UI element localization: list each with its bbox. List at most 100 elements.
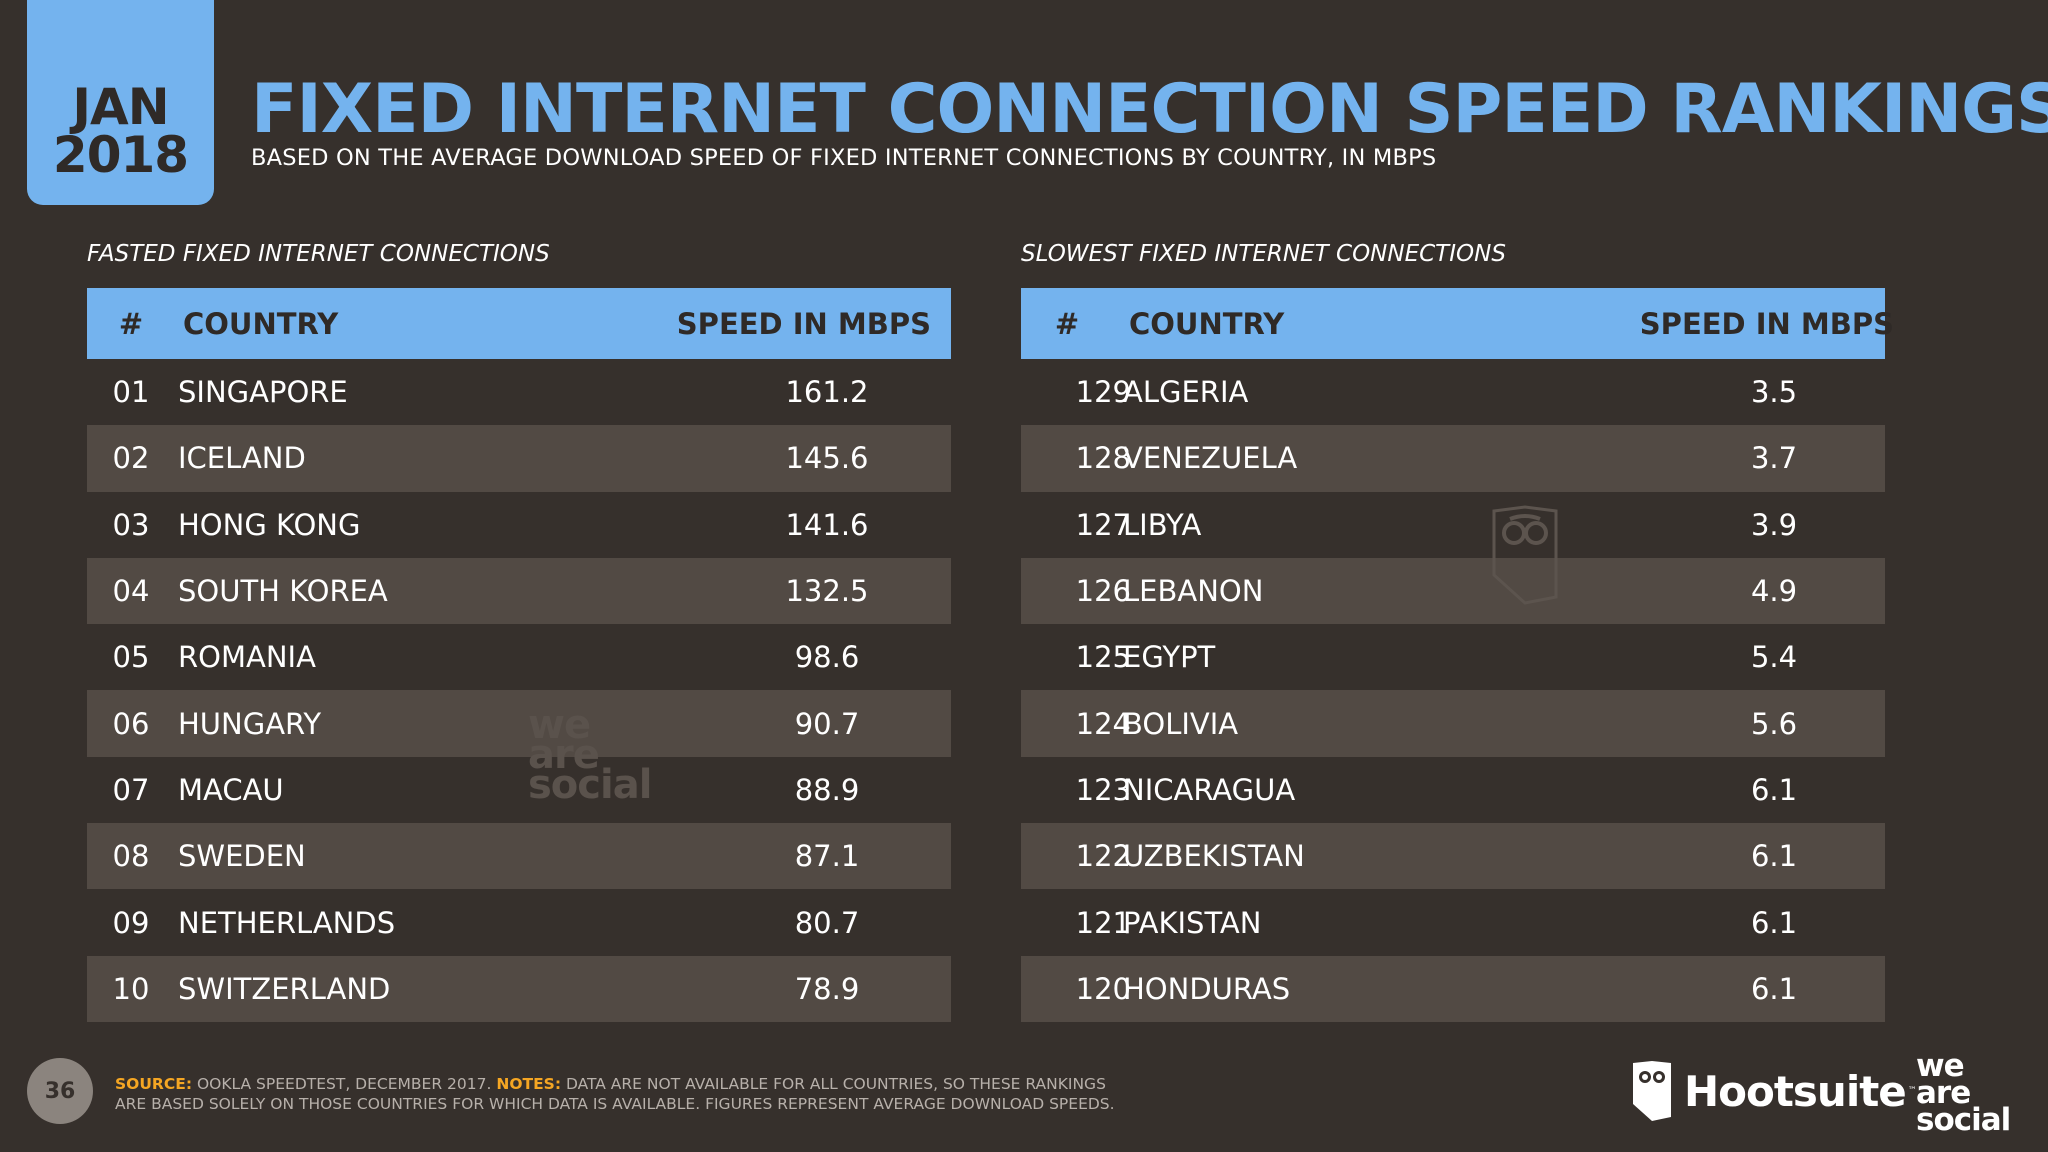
header-country: COUNTRY	[1129, 306, 1285, 341]
table-row: 05 ROMANIA 98.6	[87, 624, 951, 690]
table-row: 08 SWEDEN 87.1	[87, 823, 951, 890]
row-rank: 06	[112, 706, 150, 741]
row-rank: 02	[112, 441, 150, 476]
notes-label: NOTES:	[496, 1075, 562, 1093]
row-speed: 88.9	[794, 772, 860, 807]
table-row: 04 SOUTH KOREA 132.5	[87, 557, 951, 625]
row-rank: 126	[1075, 574, 1131, 609]
row-rank: 128	[1075, 441, 1131, 476]
row-speed: 132.5	[785, 574, 869, 609]
row-speed: 3.5	[1750, 375, 1798, 410]
row-speed: 5.4	[1750, 640, 1798, 675]
row-country: SWITZERLAND	[178, 971, 391, 1006]
table-row: 03 HONG KONG 141.6	[87, 492, 951, 558]
row-country: BOLIVIA	[1123, 706, 1239, 741]
hootsuite-owl-icon	[1633, 1061, 1671, 1121]
row-country: NETHERLANDS	[178, 905, 396, 940]
slowest-table-body: 129 ALGERIA 3.5 128 VENEZUELA 3.7 127 LIBYA 3.…	[1021, 359, 1885, 1022]
table-row: 121 PAKISTAN 6.1	[1021, 889, 1885, 955]
notes-text: DATA ARE NOT AVAILABLE FOR ALL COUNTRIES…	[115, 1075, 1115, 1113]
date-badge: JAN 2018	[27, 0, 214, 205]
wearesocial-watermark: we are social	[528, 702, 652, 808]
row-country: UZBEKISTAN	[1123, 839, 1305, 874]
table-row: 125 EGYPT 5.4	[1021, 624, 1885, 690]
header-country: COUNTRY	[183, 306, 339, 341]
slowest-table-header: # COUNTRY SPEED IN MBPS	[1021, 288, 1894, 359]
row-rank: 07	[112, 772, 150, 807]
table-row: 124 BOLIVIA 5.6	[1021, 690, 1885, 757]
row-country: EGYPT	[1123, 640, 1216, 675]
row-speed: 161.2	[785, 375, 869, 410]
row-speed: 5.6	[1750, 706, 1798, 741]
table-row: 126 LEBANON 4.9	[1021, 557, 1885, 625]
fastest-panel: FASTED FIXED INTERNET CONNECTIONS # COUN…	[87, 238, 951, 1022]
row-rank: 122	[1075, 839, 1131, 874]
row-country: ICELAND	[178, 441, 306, 476]
row-speed: 6.1	[1750, 772, 1798, 807]
row-country: HONDURAS	[1123, 971, 1291, 1006]
table-row: 127 LIBYA 3.9	[1021, 492, 1885, 558]
table-row: 129 ALGERIA 3.5	[1021, 359, 1885, 425]
hootsuite-wordmark: Hootsuite	[1684, 1066, 1907, 1116]
badge-month: JAN	[72, 78, 169, 136]
page-title: FIXED INTERNET CONNECTION SPEED RANKINGS	[251, 70, 2048, 149]
row-country: LIBYA	[1123, 507, 1202, 542]
row-country: LEBANON	[1123, 574, 1264, 609]
row-country: NICARAGUA	[1123, 772, 1296, 807]
row-country: ALGERIA	[1123, 375, 1249, 410]
table-row: 128 VENEZUELA 3.7	[1021, 425, 1885, 492]
slowest-label: SLOWEST FIXED INTERNET CONNECTIONS	[1021, 241, 1506, 267]
row-speed: 80.7	[794, 905, 860, 940]
hootsuite-logo: Hootsuite ™	[1630, 1060, 1917, 1122]
source-note: SOURCE: OOKLA SPEEDTEST, DECEMBER 2017. …	[115, 1074, 1115, 1114]
row-rank: 121	[1075, 905, 1131, 940]
row-speed: 90.7	[794, 706, 860, 741]
row-speed: 141.6	[785, 507, 869, 542]
fastest-table-body: 01 SINGAPORE 161.2 02 ICELAND 145.6 03 HONG K…	[87, 359, 951, 1022]
header-rank: #	[118, 306, 144, 341]
row-rank: 08	[112, 839, 150, 874]
row-speed: 145.6	[785, 441, 869, 476]
logo-line: are	[1916, 1075, 1971, 1111]
page-subtitle: BASED ON THE AVERAGE DOWNLOAD SPEED OF F…	[251, 145, 1437, 171]
header-speed: SPEED IN MBPS	[676, 306, 931, 341]
watermark-line: social	[528, 762, 652, 808]
row-speed: 6.1	[1750, 905, 1798, 940]
row-rank: 04	[112, 574, 150, 609]
row-speed: 78.9	[794, 971, 860, 1006]
row-rank: 125	[1075, 640, 1131, 675]
row-rank: 120	[1075, 971, 1131, 1006]
row-speed: 87.1	[794, 839, 860, 874]
slowest-panel: SLOWEST FIXED INTERNET CONNECTIONS # COU…	[1021, 238, 1894, 1022]
logo-line: social	[1916, 1102, 2011, 1138]
watermark-line: we	[528, 702, 591, 748]
watermark-line: are	[528, 732, 600, 778]
header-speed: SPEED IN MBPS	[1639, 306, 1894, 341]
hootsuite-trademark: ™	[1907, 1086, 1917, 1096]
row-country: HUNGARY	[178, 706, 322, 741]
badge-year: 2018	[52, 126, 189, 184]
row-country: ROMANIA	[178, 640, 316, 675]
row-country: PAKISTAN	[1123, 905, 1262, 940]
table-row: 120 HONDURAS 6.1	[1021, 955, 1885, 1022]
row-country: HONG KONG	[178, 507, 361, 542]
row-speed: 3.9	[1750, 507, 1798, 542]
row-rank: 01	[112, 375, 150, 410]
row-speed: 98.6	[794, 640, 860, 675]
table-row: 07 MACAU 88.9	[87, 757, 951, 823]
row-speed: 6.1	[1750, 839, 1798, 874]
table-row: 06 HUNGARY 90.7	[87, 690, 951, 757]
row-rank: 123	[1075, 772, 1131, 807]
row-rank: 127	[1075, 507, 1131, 542]
fastest-label: FASTED FIXED INTERNET CONNECTIONS	[87, 241, 550, 267]
row-rank: 03	[112, 507, 150, 542]
source-label: SOURCE:	[115, 1075, 193, 1093]
row-rank: 10	[112, 971, 150, 1006]
row-rank: 124	[1075, 706, 1131, 741]
page-number: 36	[27, 1058, 93, 1124]
row-rank: 129	[1075, 375, 1131, 410]
wearesocial-logo: we are social	[1916, 1051, 2011, 1138]
table-row: 122 UZBEKISTAN 6.1	[1021, 823, 1885, 890]
table-row: 09 NETHERLANDS 80.7	[87, 889, 951, 955]
table-row: 01 SINGAPORE 161.2	[87, 359, 951, 425]
